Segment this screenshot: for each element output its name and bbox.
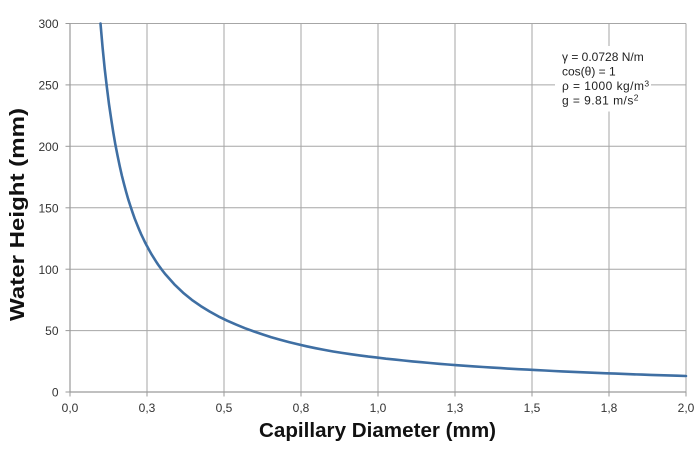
svg-text:Water Height (mm): Water Height (mm) — [7, 108, 29, 321]
svg-text:100: 100 — [38, 263, 58, 277]
svg-text:Capillary Diameter (mm): Capillary Diameter (mm) — [259, 420, 496, 442]
svg-text:0: 0 — [52, 386, 59, 400]
svg-text:1,5: 1,5 — [524, 401, 541, 415]
svg-text:γ = 0.0728 N/m: γ = 0.0728 N/m — [562, 50, 644, 64]
svg-text:0,0: 0,0 — [62, 401, 79, 415]
svg-text:cos(θ) = 1: cos(θ) = 1 — [562, 65, 616, 79]
svg-text:1,3: 1,3 — [447, 401, 464, 415]
svg-text:g = 9.81 m/s2: g = 9.81 m/s2 — [562, 93, 639, 108]
svg-text:200: 200 — [38, 140, 58, 154]
svg-text:300: 300 — [38, 17, 58, 31]
svg-text:0,8: 0,8 — [293, 401, 310, 415]
svg-text:ρ = 1000 kg/m3: ρ = 1000 kg/m3 — [562, 78, 650, 93]
svg-text:2,0: 2,0 — [678, 401, 695, 415]
svg-text:50: 50 — [45, 324, 59, 338]
svg-text:250: 250 — [38, 79, 58, 93]
svg-text:0,5: 0,5 — [216, 401, 233, 415]
svg-text:1,8: 1,8 — [601, 401, 618, 415]
svg-text:0,3: 0,3 — [139, 401, 156, 415]
svg-text:150: 150 — [38, 201, 58, 215]
svg-text:1,0: 1,0 — [370, 401, 387, 415]
